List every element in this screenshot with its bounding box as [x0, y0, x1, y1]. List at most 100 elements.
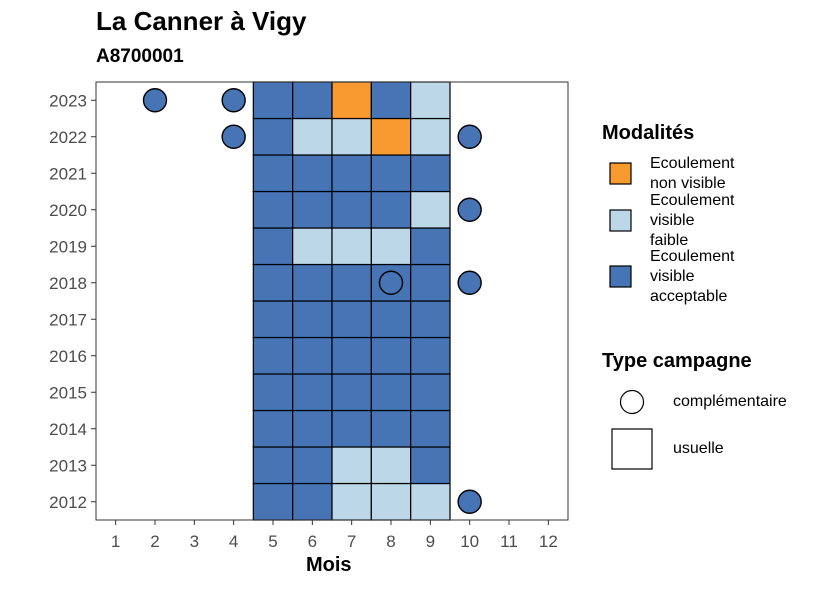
cell-2017-8: [370, 300, 412, 339]
point-2022-4: [221, 124, 246, 149]
cell-2023-7: [331, 81, 372, 120]
cell-2018-5: [252, 263, 294, 302]
legend-swatches: [609, 162, 653, 470]
chart-subtitle: A8700001: [96, 46, 184, 67]
legend-label-line: visible: [650, 212, 695, 229]
x-tick-label-3: 3: [190, 532, 199, 551]
cell-2020-6: [292, 190, 333, 229]
point-2022-10: [457, 124, 482, 149]
cell-2022-8: [370, 117, 412, 156]
cell-2016-8: [370, 336, 412, 375]
cell-2014-5: [252, 409, 294, 448]
cell-2019-6: [292, 227, 333, 266]
cell-2012-9: [410, 482, 451, 521]
cell-2021-7: [331, 154, 372, 193]
y-tick-label-2021: 2021: [49, 164, 87, 183]
point-2023-4: [221, 88, 246, 113]
legend-swatch-nv: [609, 162, 632, 185]
cell-2022-6: [292, 117, 333, 156]
cell-2021-6: [292, 154, 333, 193]
y-tick-label-2013: 2013: [49, 456, 87, 475]
y-tick-label-2014: 2014: [49, 420, 87, 439]
cell-2018-9: [410, 263, 451, 302]
y-tick-label-2019: 2019: [49, 237, 87, 256]
cell-2015-8: [370, 373, 412, 412]
cell-2012-7: [331, 482, 372, 521]
x-tick-label-12: 12: [539, 532, 558, 551]
point-2023-2: [142, 88, 168, 113]
cell-2020-5: [252, 190, 294, 229]
cell-2016-7: [331, 336, 372, 375]
cell-2012-5: [252, 482, 294, 521]
cell-2017-7: [331, 300, 372, 339]
point-2012-10: [457, 489, 482, 514]
point-2018-10: [457, 270, 482, 295]
legend-label-line: visible: [650, 268, 695, 285]
cell-2014-6: [292, 409, 333, 448]
legend-campaign-title: Type campagne: [602, 350, 752, 372]
x-tick-label-6: 6: [308, 532, 317, 551]
cell-2012-6: [292, 482, 333, 521]
cell-2018-6: [292, 263, 333, 302]
cell-2022-7: [331, 117, 372, 156]
point-2018-8: [378, 270, 404, 295]
x-tick-label-10: 10: [460, 532, 479, 551]
x-tick-label-4: 4: [229, 532, 238, 551]
cell-2016-5: [252, 336, 294, 375]
y-tick-label-2017: 2017: [49, 310, 87, 329]
point-2020-10: [457, 197, 482, 222]
cell-2023-5: [252, 81, 294, 120]
cell-2014-8: [370, 409, 412, 448]
cell-2015-9: [410, 373, 451, 412]
cell-2023-8: [370, 81, 412, 120]
cell-2013-8: [370, 446, 412, 485]
y-tick-label-2016: 2016: [49, 347, 87, 366]
legend-swatch-va: [609, 265, 632, 288]
y-tick-label-2015: 2015: [49, 383, 87, 402]
cell-2014-7: [331, 409, 372, 448]
legend-label-nv: Ecoulement non visible: [650, 154, 735, 194]
legend-label-line: acceptable: [650, 288, 728, 305]
cell-2023-9: [410, 81, 451, 120]
cell-2019-9: [410, 227, 451, 266]
cell-2015-6: [292, 373, 333, 412]
cell-2021-5: [252, 154, 294, 193]
legend-swatch-vf: [609, 209, 632, 232]
cell-2013-7: [331, 446, 372, 485]
legend-label-vf: Ecoulement visible faible: [650, 191, 735, 251]
legend-modalities-title: Modalités: [602, 122, 695, 144]
cell-2015-5: [252, 373, 294, 412]
x-tick-label-1: 1: [111, 532, 120, 551]
cell-2020-7: [331, 190, 372, 229]
cell-2016-6: [292, 336, 333, 375]
chart-title: La Canner à Vigy: [96, 6, 307, 36]
cell-2019-8: [370, 227, 412, 266]
cell-2021-8: [370, 154, 412, 193]
cell-2019-5: [252, 227, 294, 266]
y-tick-label-2012: 2012: [49, 493, 87, 512]
cell-2015-7: [331, 373, 372, 412]
cell-2016-9: [410, 336, 451, 375]
y-ticks: 2012 2013 2014 2015 2016 2017 2018 2019 2020 2021…: [49, 91, 96, 512]
cell-2017-9: [410, 300, 451, 339]
legend-shape-complementaire: [619, 389, 645, 415]
x-tick-label-11: 11: [500, 532, 518, 551]
x-tick-label-9: 9: [426, 532, 435, 551]
y-tick-label-2018: 2018: [49, 274, 87, 293]
cell-2019-7: [331, 227, 372, 266]
cell-2020-8: [370, 190, 412, 229]
cell-2017-5: [252, 300, 294, 339]
cell-2018-7: [331, 263, 372, 302]
x-tick-label-5: 5: [268, 532, 277, 551]
y-tick-label-2022: 2022: [49, 128, 87, 147]
x-tick-label-7: 7: [347, 532, 356, 551]
y-tick-label-2023: 2023: [49, 91, 87, 110]
cell-2013-9: [410, 446, 451, 485]
x-tick-label-8: 8: [386, 532, 395, 551]
legend-label-line: Ecoulement: [650, 192, 735, 209]
cell-2017-6: [292, 300, 333, 339]
cell-2023-6: [292, 81, 333, 120]
legend-label-va: Ecoulement visible acceptable: [650, 247, 735, 307]
x-tick-label-2: 2: [150, 532, 159, 551]
